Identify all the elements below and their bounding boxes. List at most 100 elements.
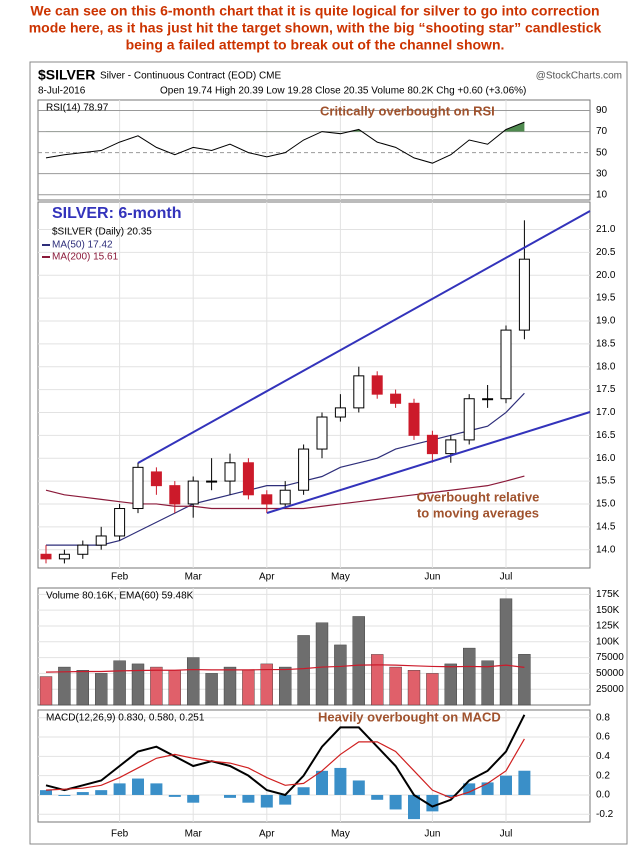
candle-body [445,439,457,455]
y-tick-label: 19.0 [596,316,616,327]
panel-title: RSI(14) 78.97 [46,103,109,114]
histogram-bar [352,780,365,795]
symbol-name: Silver - Continuous Contract (EOD) CME [100,71,281,82]
histogram-bar [297,787,310,795]
panel-frame [37,99,591,201]
annotation: Overbought relative [417,489,540,504]
x-tick-label: Mar [185,572,203,583]
volume-bar [168,670,182,706]
volume-bar [499,598,513,706]
histogram-bar [187,794,200,803]
candle-body [114,508,126,537]
x-tick-label: Mar [185,829,203,840]
volume-bar [315,622,329,706]
series-line [45,664,525,673]
quote: Open 19.74 High 20.39 Low 19.28 Close 20… [160,86,526,97]
volume-bar [407,670,421,706]
candle-body [316,416,328,450]
volume-bar [242,670,255,706]
volume-bar [39,676,53,706]
candle-body [132,466,144,510]
x-tick-label: Feb [111,829,129,840]
candle-body [353,375,365,409]
volume-bar [279,666,292,706]
histogram-bar [334,767,347,795]
panel-frame [37,587,591,706]
x-tick-label: Jul [500,572,513,583]
y-tick-label: 0.4 [596,751,610,762]
histogram-bar [168,794,181,797]
annotation: Critically overbought on RSI [320,103,495,118]
candle-body [95,535,107,546]
histogram-bar [113,783,126,795]
volume-bar [186,657,200,706]
volume-bar [150,666,163,706]
histogram-bar [389,794,402,810]
symbol: $SILVER [38,67,95,83]
y-tick-label: 17.5 [596,384,616,395]
y-tick-label: 14.0 [596,544,616,555]
histogram-bar [444,794,457,797]
volume-bar [113,660,126,706]
legend-label: $SILVER (Daily) 20.35 [52,227,152,238]
legend-label: MA(200) 15.61 [52,252,119,263]
candle-body [500,329,512,400]
volume-bar [518,654,531,706]
candle-body [279,489,291,505]
panel-frame [37,709,591,823]
x-tick-label: Apr [259,572,275,583]
note-line: being a failed attempt to break out of t… [126,37,505,53]
volume-bar [389,666,402,706]
channel-line [137,210,591,464]
histogram-bar [518,770,531,795]
volume-bar [352,616,365,706]
histogram-bar [481,782,494,795]
histogram-bar [463,783,476,795]
y-tick-label: 125K [596,621,620,632]
y-tick-label: 70 [596,126,608,137]
histogram-bar [426,794,439,812]
candle-body [224,462,236,482]
volume-bar [371,654,384,706]
volume-bar [94,673,108,706]
x-tick-label: Jun [424,572,440,583]
y-tick-label: 17.0 [596,407,616,418]
histogram-bar [224,794,236,798]
histogram-bar [76,792,89,795]
histogram-bar [150,783,163,795]
y-tick-label: 18.5 [596,338,616,349]
series-line [45,738,525,799]
histogram-bar [500,775,512,795]
y-tick-label: 10 [596,189,608,200]
x-tick-label: Jul [500,829,513,840]
channel-line [266,411,591,514]
candle-body [408,402,420,436]
overbought-area [349,122,525,132]
candle-body [426,434,438,455]
candle-body [261,494,273,505]
y-tick-label: 150K [596,605,620,616]
histogram-bar [132,778,144,795]
date: 8-Jul-2016 [38,86,86,97]
panel-title: SILVER: 6-month [52,205,181,222]
y-tick-label: 90 [596,105,608,116]
histogram-bar [40,790,52,795]
candle-body [463,398,475,441]
x-tick-label: May [331,572,350,583]
y-tick-label: 50 [596,147,608,158]
histogram-bar [316,770,328,795]
y-tick-label: 18.0 [596,361,616,372]
y-tick-label: 0.8 [596,712,610,723]
y-tick-label: 20.5 [596,247,616,258]
volume-bar [205,673,218,706]
y-tick-label: 19.5 [596,293,616,304]
volume-bar [426,673,439,706]
y-tick-label: 50000 [596,668,624,679]
y-tick-label: 15.0 [596,499,616,510]
histogram-bar [95,790,108,795]
candle-body [187,480,199,505]
y-tick-label: -0.2 [596,809,614,820]
y-tick-label: 21.0 [596,224,616,235]
source: @StockCharts.com [536,71,622,82]
